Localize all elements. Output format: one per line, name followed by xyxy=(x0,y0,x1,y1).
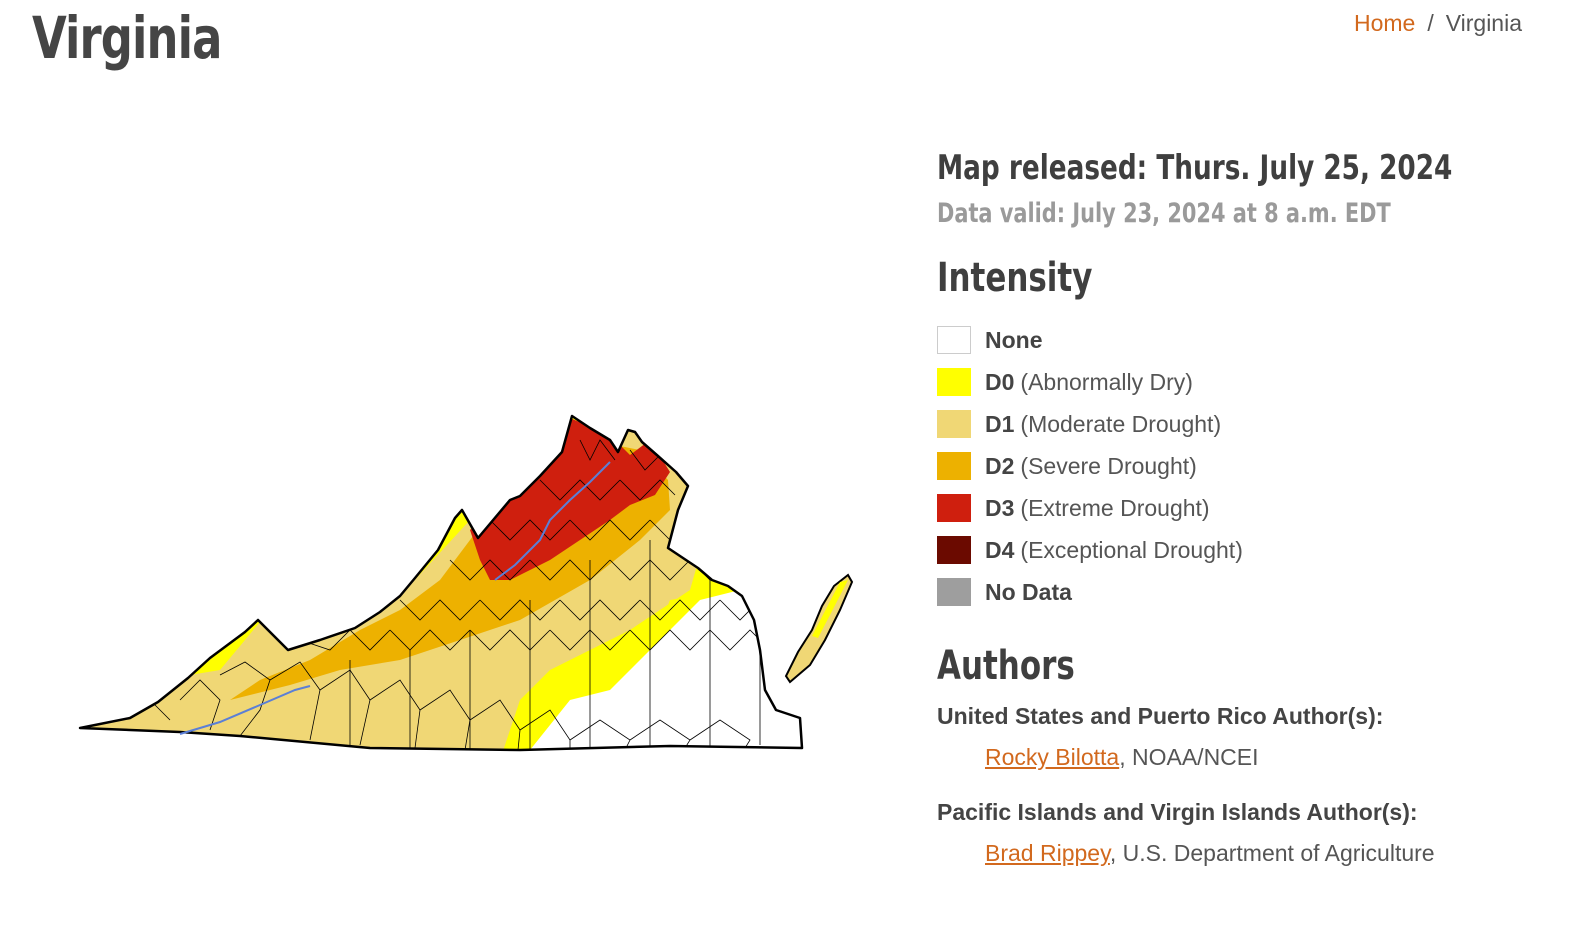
legend-swatch-d4 xyxy=(937,536,971,564)
legend-item-none: None xyxy=(937,319,1557,361)
author-group-label: Pacific Islands and Virgin Islands Autho… xyxy=(937,799,1418,825)
map-info-panel: Map released: Thurs. July 25, 2024 Data … xyxy=(937,148,1557,867)
legend-code: D2 xyxy=(985,452,1015,479)
legend-swatch-d1 xyxy=(937,410,971,438)
author-link-brad-rippey[interactable]: Brad Rippey xyxy=(985,840,1110,866)
breadcrumb: Home / Virginia xyxy=(1354,10,1522,37)
shenandoah-river xyxy=(494,461,611,581)
breadcrumb-home-link[interactable]: Home xyxy=(1353,10,1416,36)
intensity-legend: None D0 (Abnormally Dry) D1 (Moderate Dr… xyxy=(937,319,1557,613)
legend-swatch-none xyxy=(937,326,971,354)
legend-code: D0 xyxy=(985,368,1015,395)
legend-code: D4 xyxy=(985,536,1015,563)
author-group-us-pr: United States and Puerto Rico Author(s):… xyxy=(937,703,1557,771)
author-affiliation: , U.S. Department of Agriculture xyxy=(1109,840,1435,866)
virginia-drought-map-svg xyxy=(78,414,854,752)
legend-desc: (Abnormally Dry) xyxy=(1020,368,1193,395)
legend-item-d4: D4 (Exceptional Drought) xyxy=(937,529,1557,571)
legend-desc: (Extreme Drought) xyxy=(1020,494,1210,521)
data-valid-date: Data valid: July 23, 2024 at 8 a.m. EDT xyxy=(937,198,1391,229)
legend-item-d2: D2 (Severe Drought) xyxy=(937,445,1557,487)
author-line: Brad Rippey, U.S. Department of Agricult… xyxy=(985,840,1557,867)
eastern-shore-d0 xyxy=(812,580,848,638)
legend-desc: (Severe Drought) xyxy=(1020,452,1197,479)
legend-desc: (Exceptional Drought) xyxy=(1020,536,1243,563)
legend-code: No Data xyxy=(985,578,1072,605)
new-river xyxy=(179,685,311,735)
breadcrumb-separator: / xyxy=(1427,10,1434,36)
legend-item-d3: D3 (Extreme Drought) xyxy=(937,487,1557,529)
legend-code: None xyxy=(985,326,1043,353)
map-released-date: Map released: Thurs. July 25, 2024 xyxy=(937,148,1453,188)
authors-heading: Authors xyxy=(937,643,1075,689)
author-affiliation: , NOAA/NCEI xyxy=(1119,744,1259,770)
legend-swatch-d2 xyxy=(937,452,971,480)
state-outline xyxy=(78,414,804,752)
legend-swatch-d0 xyxy=(937,368,971,396)
author-group-label: United States and Puerto Rico Author(s): xyxy=(937,703,1384,729)
page-title: Virginia xyxy=(32,4,222,72)
intensity-heading: Intensity xyxy=(937,255,1093,301)
legend-code: D1 xyxy=(985,410,1015,437)
county-boundaries xyxy=(129,439,771,750)
legend-swatch-d3 xyxy=(937,494,971,522)
author-line: Rocky Bilotta, NOAA/NCEI xyxy=(985,744,1557,771)
legend-code: D3 xyxy=(985,494,1015,521)
legend-desc: (Moderate Drought) xyxy=(1020,410,1222,437)
author-group-pi-vi: Pacific Islands and Virgin Islands Autho… xyxy=(937,799,1557,867)
breadcrumb-current: Virginia xyxy=(1445,10,1522,36)
none-eastern-region xyxy=(530,590,802,750)
legend-item-no-data: No Data xyxy=(937,571,1557,613)
legend-item-d0: D0 (Abnormally Dry) xyxy=(937,361,1557,403)
legend-item-d1: D1 (Moderate Drought) xyxy=(937,403,1557,445)
legend-swatch-no-data xyxy=(937,578,971,606)
author-link-rocky-bilotta[interactable]: Rocky Bilotta xyxy=(985,744,1120,770)
drought-map xyxy=(70,400,870,760)
